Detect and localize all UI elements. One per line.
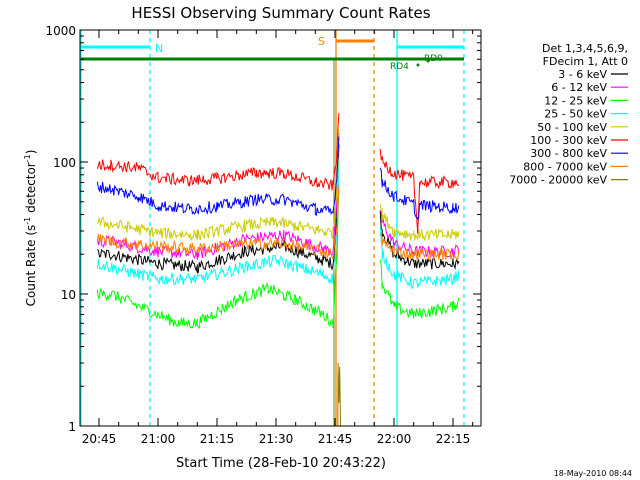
x-tick-label-2: 21:15: [200, 432, 235, 446]
series-line-5: [96, 113, 460, 234]
annotation-rd0: RD0: [424, 54, 443, 64]
y-axis-label-sup: -1: [23, 217, 32, 225]
x-tick-label-1: 21:00: [141, 432, 176, 446]
series-line-0: [97, 144, 460, 273]
annotation-s: S: [318, 35, 325, 48]
x-tick-label-6: 22:15: [436, 432, 471, 446]
legend-label-3: 25 - 50 keV: [544, 108, 607, 121]
y-tick-label-3: 1000: [45, 24, 76, 38]
x-tick-label-0: 20:45: [82, 432, 117, 446]
x-tick-label-4: 21:45: [318, 432, 353, 446]
axes-layer: 20:45 21:00 21:15 21:30 21:45 22:00 22:15 1 10 10…: [45, 24, 482, 446]
annotation-layer: N S RD4 RD0: [155, 35, 443, 72]
x-axis-label: Start Time (28-Feb-10 20:43:22): [176, 456, 386, 471]
series-line-8: [337, 362, 341, 427]
legend-header-0: Det 1,3,4,5,6,9,: [542, 42, 628, 55]
rd0-marker: [426, 59, 430, 63]
y-axis-label-sup2: -1: [23, 154, 32, 162]
legend: Det 1,3,4,5,6,9,FDecim 1, Att 03 - 6 keV…: [509, 42, 628, 187]
legend-label-8: 7000 - 20000 keV: [509, 174, 607, 187]
legend-label-7: 800 - 7000 keV: [523, 160, 607, 173]
series-line-7: [96, 186, 460, 262]
x-tick-label-3: 21:30: [259, 432, 294, 446]
series-layer: [96, 113, 460, 427]
annotation-n: N: [155, 42, 163, 55]
y-axis-label: Count Rate (s-1 detector-1): [23, 150, 38, 307]
rd4-marker: [416, 63, 420, 67]
series-line-3: [96, 158, 460, 290]
series-line-6: [96, 136, 460, 220]
render-timestamp: 18-May-2010 08:44: [554, 469, 632, 478]
chart-title: HESSI Observing Summary Count Rates: [131, 4, 430, 22]
legend-label-0: 3 - 6 keV: [558, 68, 607, 81]
legend-label-6: 300 - 800 keV: [530, 147, 607, 160]
y-tick-label-0: 1: [68, 420, 76, 434]
x-tick-label-5: 22:00: [377, 432, 412, 446]
legend-label-1: 6 - 12 keV: [551, 81, 607, 94]
plot-frame: [79, 29, 482, 427]
series-line-4: [96, 129, 460, 242]
legend-label-5: 100 - 300 keV: [530, 134, 607, 147]
series-line-2: [96, 184, 460, 329]
y-tick-label-2: 100: [53, 156, 76, 170]
legend-label-2: 12 - 25 keV: [544, 94, 607, 107]
legend-label-4: 50 - 100 keV: [537, 121, 607, 134]
annotation-rd4: RD4: [390, 62, 409, 72]
y-tick-label-1: 10: [61, 288, 76, 302]
legend-header-1: FDecim 1, Att 0: [543, 55, 628, 68]
